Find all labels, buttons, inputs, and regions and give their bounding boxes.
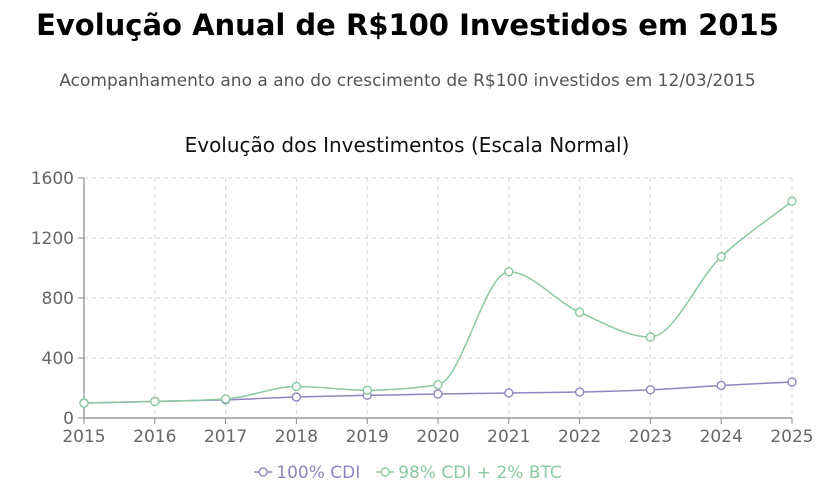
page-title: Evolução Anual de R$100 Investidos em 20… [36,8,779,42]
x-tick-label: 2021 [487,427,530,447]
data-point[interactable] [150,396,160,407]
data-point[interactable] [433,380,443,390]
data-point[interactable] [291,381,302,392]
data-point[interactable] [787,377,797,387]
legend-label: 98% CDI + 2% BTC [398,463,562,483]
x-tick-label: 2018 [275,427,318,447]
grid [84,177,793,418]
y-tick-label: 1600 [31,169,74,189]
axes [78,177,793,424]
data-point[interactable] [716,252,726,262]
x-tick-label: 2017 [204,427,247,447]
x-tick-label: 2015 [62,427,105,447]
x-tick-label: 2019 [346,427,389,447]
x-tick-label: 2022 [558,427,601,447]
x-tick-label: 2023 [629,427,672,447]
y-tick-label: 400 [42,349,74,369]
data-point[interactable] [504,267,514,277]
data-point[interactable] [645,332,656,342]
series-line-1 [83,200,793,404]
x-tick-label: 2020 [416,427,459,447]
data-point[interactable] [645,385,656,395]
legend-item-0[interactable]: 100% CDI [254,463,360,483]
legend-marker-icon [380,467,390,477]
y-tick-label: 0 [63,409,74,429]
legend-marker-icon [258,467,268,477]
data-point[interactable] [574,307,585,317]
page-subtitle: Acompanhamento ano a ano do crescimento … [59,71,756,91]
series-lines [79,196,797,408]
data-point[interactable] [220,394,231,404]
legend-label: 100% CDI [276,463,360,483]
data-point[interactable] [291,392,302,402]
y-tick-label: 800 [42,289,74,309]
data-point[interactable] [433,389,443,399]
tick-labels: 0 400 800 1200 1600 2015 2016 2017 2018 2019 2020 2… [31,169,814,447]
x-tick-label: 2025 [770,427,813,447]
y-tick-label: 1200 [31,229,74,249]
data-point[interactable] [362,385,372,395]
x-tick-label: 2016 [133,427,176,447]
data-point[interactable] [79,398,89,408]
data-point[interactable] [716,380,726,391]
chart-title: Evolução dos Investimentos (Escala Norma… [185,133,630,157]
data-point[interactable] [787,196,797,206]
data-point[interactable] [504,388,514,398]
data-point[interactable] [574,387,585,397]
legend-item-1[interactable]: 98% CDI + 2% BTC [376,463,562,483]
legend[interactable]: 100% CDI 98% CDI + 2% BTC [254,463,562,483]
x-tick-label: 2024 [700,427,743,447]
